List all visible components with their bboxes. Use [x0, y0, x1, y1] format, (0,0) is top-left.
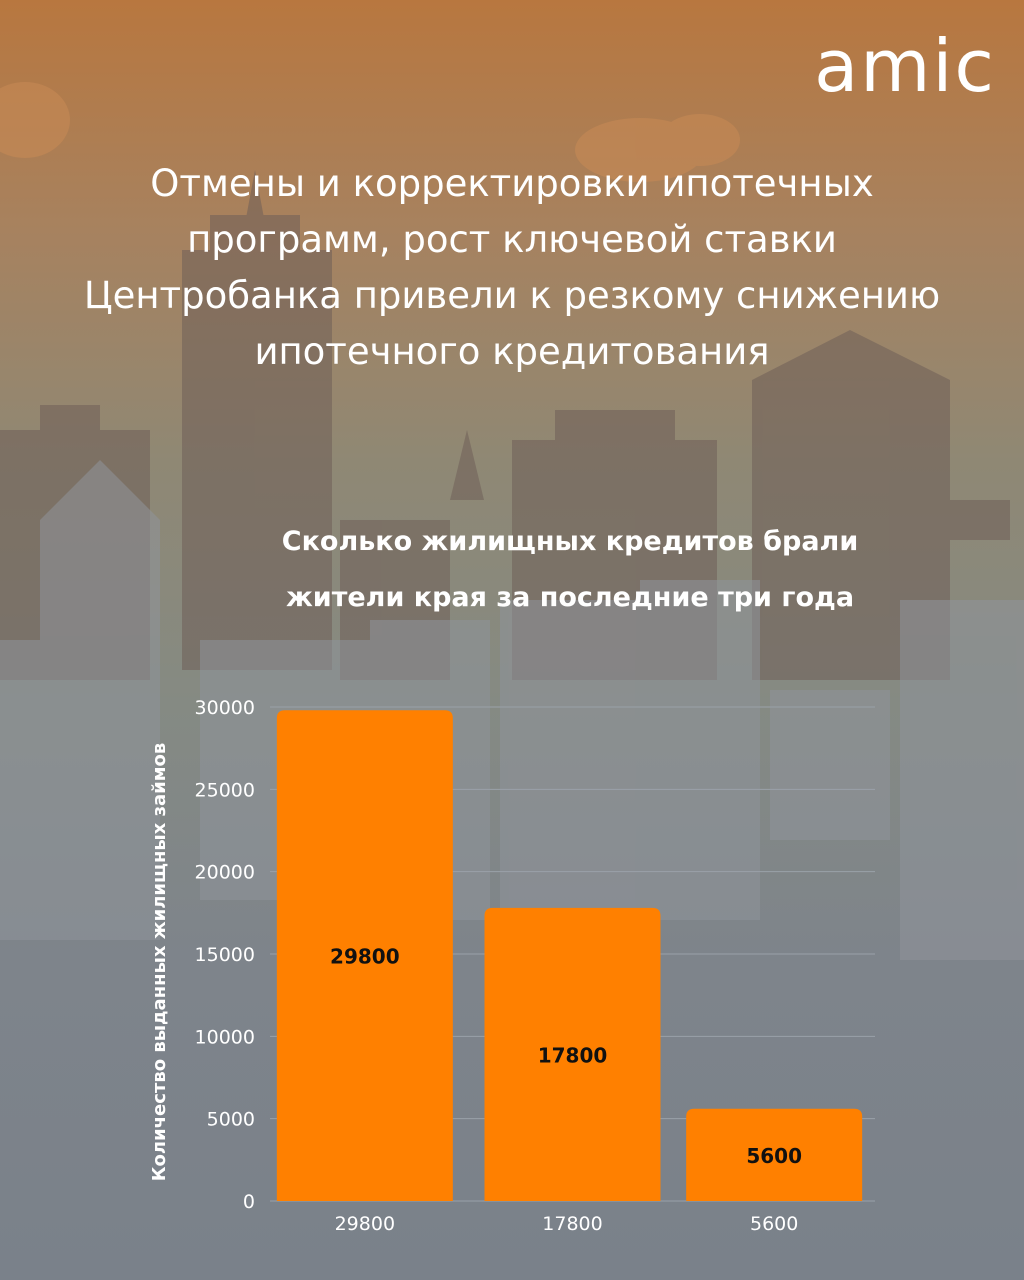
y-tick-label: 30000 — [195, 697, 255, 719]
chart-title: Сколько жилищных кредитов брали жители к… — [281, 526, 859, 613]
bars — [276, 710, 863, 1201]
bar — [686, 1108, 863, 1201]
bar-data-label: 5600 — [746, 1144, 802, 1168]
bar — [484, 907, 661, 1201]
amic-logo: amic — [814, 24, 996, 108]
y-tick-label: 5000 — [207, 1109, 255, 1131]
x-category-label: 17800 — [542, 1213, 602, 1235]
y-tick-label: 10000 — [195, 1026, 255, 1048]
y-tick-label: 25000 — [195, 779, 255, 801]
y-axis-label: Количество выданных жилищных займов — [149, 743, 170, 1181]
chart-labels: 0 5000 10000 15000 20000 25000 30000 29800 29800… — [149, 697, 802, 1235]
x-category-label: 29800 — [335, 1213, 395, 1235]
bar — [276, 710, 453, 1201]
y-tick-label: 0 — [243, 1191, 255, 1213]
x-category-label: 5600 — [750, 1213, 798, 1235]
headline: Отмены и корректировки ипотечных програм… — [83, 162, 941, 373]
bar-data-label: 17800 — [538, 1043, 608, 1067]
y-tick-label: 20000 — [195, 862, 255, 884]
y-tick-label: 15000 — [195, 944, 255, 966]
bar-data-label: 29800 — [330, 945, 400, 969]
